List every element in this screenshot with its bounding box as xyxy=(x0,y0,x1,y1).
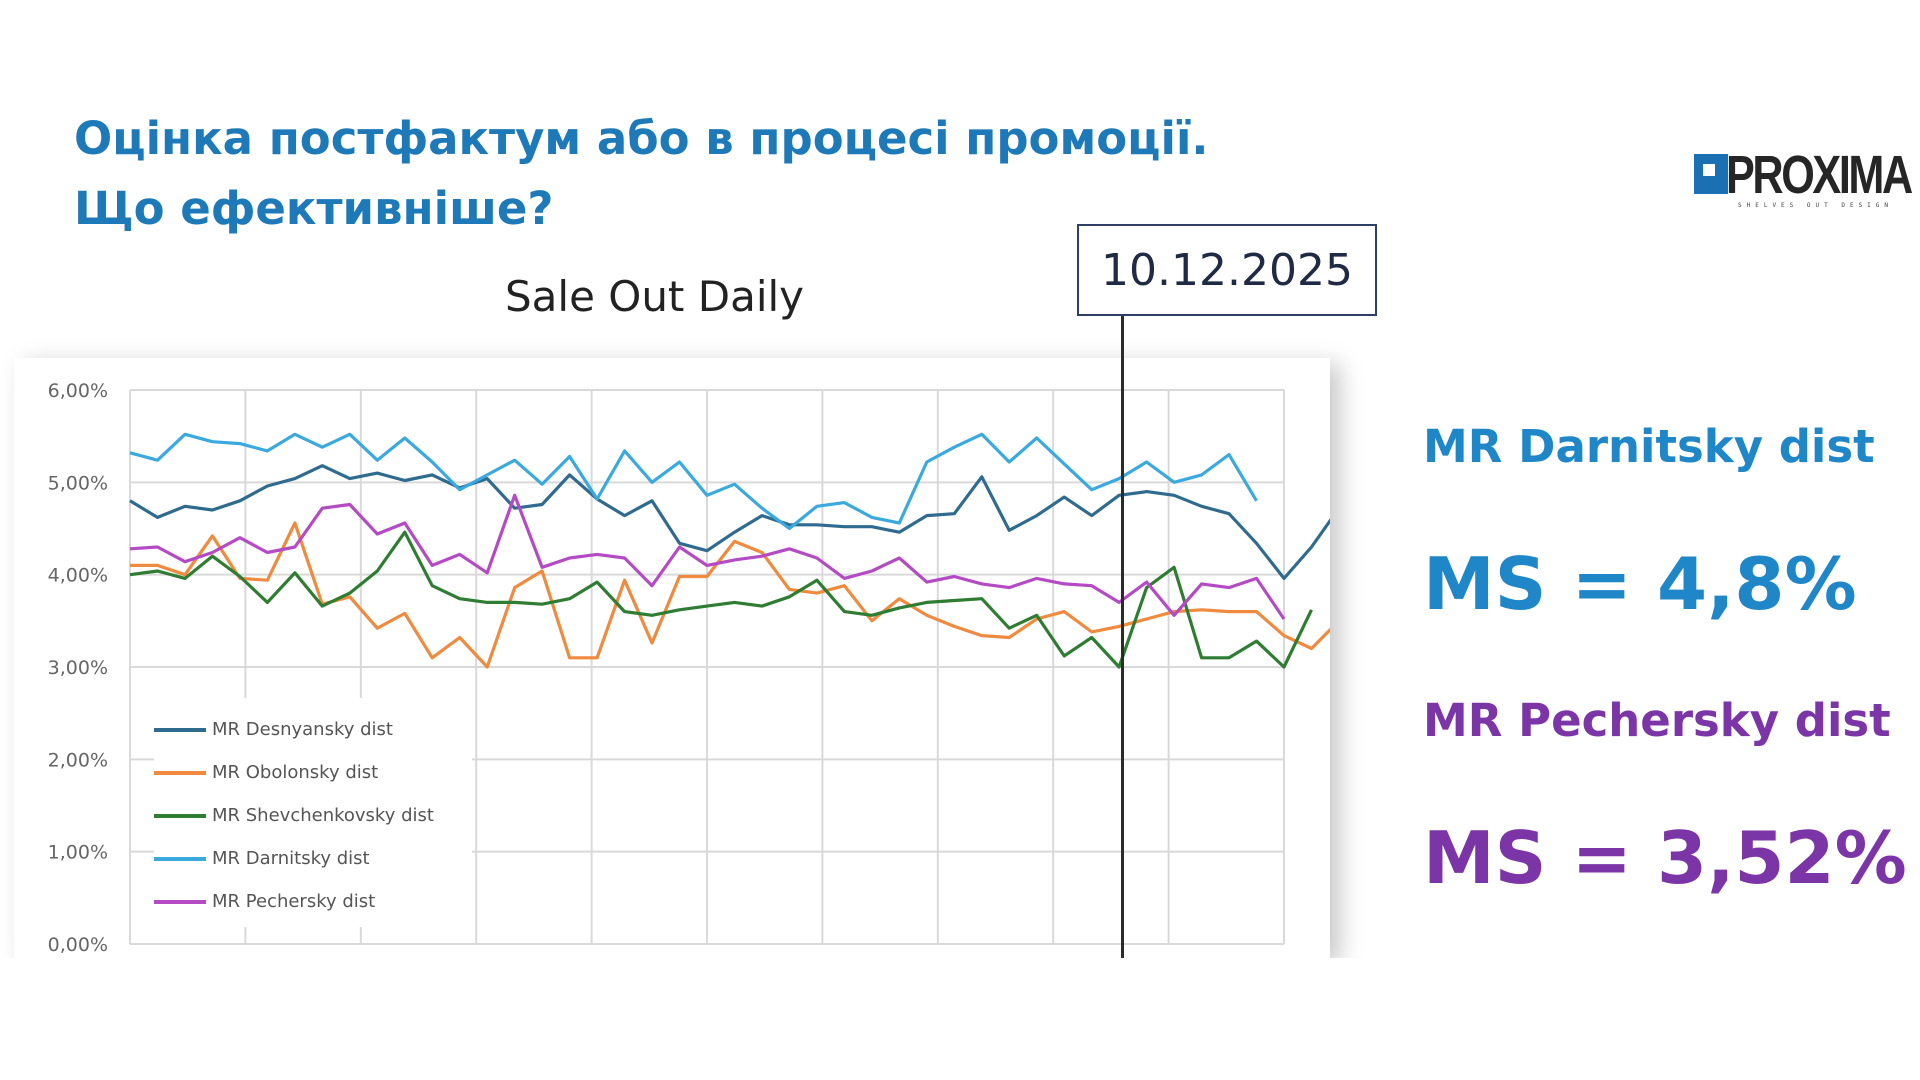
legend-item: MR Pechersky dist xyxy=(154,880,472,923)
y-tick-label: 1,00% xyxy=(48,842,108,864)
chart-title: Sale Out Daily xyxy=(505,272,805,321)
legend-label: MR Obolonsky dist xyxy=(212,762,379,783)
legend-item: MR Obolonsky dist xyxy=(154,751,472,794)
legend-swatch xyxy=(154,770,206,775)
promo-start-line xyxy=(1121,316,1124,958)
metric-label-darnitsky: MR Darnitsky dist xyxy=(1423,420,1875,473)
legend-label: MR Pechersky dist xyxy=(212,891,376,912)
legend-swatch xyxy=(154,727,206,732)
proxima-logo: PROXIMA SHELVES OUT DESIGN xyxy=(1694,145,1913,214)
series-line-5 xyxy=(129,493,1286,620)
legend-swatch xyxy=(154,813,206,818)
logo-wordmark: PROXIMA xyxy=(1726,145,1913,205)
legend-label: MR Desnyansky dist xyxy=(212,719,393,740)
slide-title-line-1: Оцінка постфактум або в процесі промоції… xyxy=(74,112,1209,165)
slide-title-line-2: Що ефективніше? xyxy=(74,182,554,235)
legend-label: MR Shevchenkovsky dist xyxy=(212,805,434,826)
legend-item: MR Darnitsky dist xyxy=(154,837,472,880)
series-line-2 xyxy=(130,521,1330,669)
logo-tagline: SHELVES OUT DESIGN xyxy=(1738,202,1894,209)
y-tick-label: 5,00% xyxy=(48,472,108,494)
logo-mark-icon xyxy=(1694,154,1728,194)
promo-date-box: 10.12.2025 xyxy=(1077,224,1377,316)
bottom-blank-area xyxy=(0,958,1920,1080)
y-tick-label: 3,00% xyxy=(48,657,108,679)
legend-swatch xyxy=(154,899,206,904)
series-line-4 xyxy=(129,432,1258,531)
y-tick-label: 6,00% xyxy=(48,380,108,402)
chart-legend: MR Desnyansky dist MR Obolonsky dist MR Sh… xyxy=(154,698,472,927)
sale-out-chart: 0,00% 1,00% 2,00% 3,00% 4,00% 5,00% 6,00% xyxy=(48,380,1330,956)
metric-label-pechersky: MR Pechersky dist xyxy=(1423,694,1891,747)
series-line-1 xyxy=(129,464,1330,580)
y-tick-label: 2,00% xyxy=(48,749,108,771)
y-tick-label: 0,00% xyxy=(48,934,108,956)
chart-panel: 0,00% 1,00% 2,00% 3,00% 4,00% 5,00% 6,00% MR D… xyxy=(14,358,1330,958)
legend-swatch xyxy=(154,856,206,861)
metric-value-pechersky: MS = 3,52% xyxy=(1423,816,1907,900)
metric-value-darnitsky: MS = 4,8% xyxy=(1423,542,1857,626)
series-line-3 xyxy=(129,530,1313,669)
legend-label: MR Darnitsky dist xyxy=(212,848,370,869)
y-tick-label: 4,00% xyxy=(48,565,108,587)
slide-title: Оцінка постфактум або в процесі промоції… xyxy=(74,104,1208,244)
legend-item: MR Desnyansky dist xyxy=(154,708,472,751)
legend-item: MR Shevchenkovsky dist xyxy=(154,794,472,837)
